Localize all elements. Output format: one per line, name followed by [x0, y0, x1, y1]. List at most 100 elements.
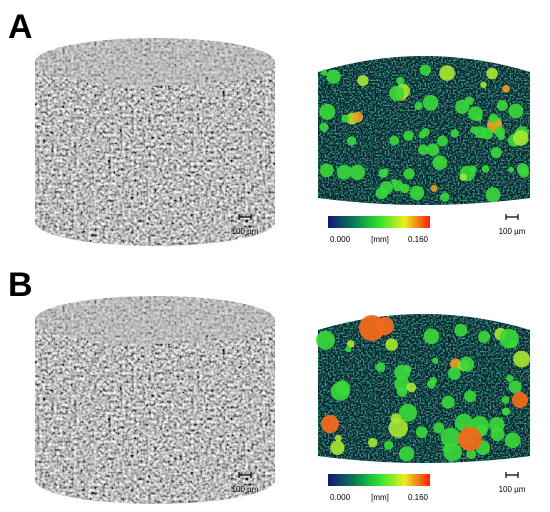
- cylinder-top: [35, 296, 275, 344]
- pore: [454, 323, 468, 337]
- pore: [499, 328, 519, 349]
- pore: [375, 362, 386, 372]
- pore: [441, 395, 455, 409]
- gray-cylinder: [35, 296, 275, 504]
- pore: [469, 165, 477, 173]
- pore: [399, 403, 417, 422]
- pore: [421, 127, 430, 137]
- gray-cylinder: [35, 38, 275, 246]
- pore-map: [316, 314, 530, 463]
- large-pore: [321, 415, 339, 433]
- pore: [508, 103, 524, 119]
- pore: [403, 168, 415, 180]
- cylinder-top: [35, 38, 275, 86]
- pore: [508, 166, 515, 173]
- pore: [443, 442, 463, 462]
- panel-label: B: [8, 266, 33, 304]
- pore: [330, 381, 350, 401]
- colorbar-min: 0.000: [330, 493, 351, 502]
- pore: [440, 192, 450, 202]
- scale-bar-label: 100 µm: [499, 485, 526, 494]
- pore: [513, 350, 530, 368]
- pore: [437, 135, 448, 147]
- colorbar-min: 0.000: [330, 235, 351, 244]
- pore: [502, 407, 511, 416]
- pore: [346, 136, 357, 146]
- pore: [389, 135, 400, 146]
- pore: [426, 143, 440, 156]
- pore: [488, 113, 499, 124]
- pore: [480, 81, 487, 89]
- large-pore: [512, 392, 528, 408]
- pore: [427, 379, 436, 389]
- pore: [423, 328, 440, 345]
- pore: [341, 114, 350, 123]
- colorbar-max: 0.160: [408, 493, 429, 502]
- pore: [508, 380, 522, 394]
- colorbar: [328, 474, 430, 486]
- pore: [400, 183, 410, 194]
- pore: [388, 418, 408, 438]
- cylinder-body: [35, 62, 275, 246]
- pore: [389, 85, 405, 101]
- pore: [326, 69, 341, 84]
- scale-bar-label: 100 µm: [499, 227, 526, 236]
- pore: [319, 103, 336, 120]
- pore: [459, 356, 475, 372]
- large-pore: [458, 427, 482, 451]
- scale-bar: [505, 214, 519, 220]
- pore: [470, 126, 479, 134]
- pore: [486, 67, 498, 80]
- large-pore: [376, 317, 394, 335]
- cylinder-body: [35, 320, 275, 504]
- pore: [396, 76, 405, 85]
- pore: [357, 75, 369, 87]
- scale-bar: [238, 214, 252, 220]
- pore: [418, 144, 429, 155]
- pore: [517, 163, 529, 175]
- colorbar-unit: [mm]: [371, 235, 389, 244]
- pore: [475, 114, 483, 122]
- pore: [504, 432, 521, 449]
- cylinder-top-shade: [35, 38, 275, 86]
- pore: [496, 100, 508, 111]
- scale-bar-label: 100 µm: [232, 485, 259, 494]
- pore: [396, 386, 408, 398]
- pore: [466, 449, 477, 459]
- pore: [368, 437, 378, 448]
- pore: [394, 364, 411, 381]
- pore: [502, 85, 510, 93]
- pore: [321, 69, 328, 76]
- pore: [430, 184, 438, 192]
- pore: [512, 130, 529, 146]
- pore: [432, 155, 448, 170]
- pore: [422, 95, 439, 111]
- pore: [336, 164, 352, 180]
- pore: [432, 357, 439, 364]
- pore-map: [318, 56, 530, 205]
- pore: [375, 187, 388, 200]
- panel: B 100 µm 100 µm 0.000 [mm] 0.160: [8, 266, 530, 504]
- pore: [349, 164, 365, 180]
- scale-bar: [238, 472, 252, 478]
- pore: [440, 427, 461, 448]
- pore: [448, 367, 461, 380]
- pore: [414, 101, 423, 111]
- pore: [384, 440, 394, 450]
- pore: [464, 390, 477, 403]
- colorbar: [328, 216, 430, 228]
- pore: [415, 426, 428, 439]
- pore: [485, 187, 501, 203]
- pore: [399, 446, 415, 462]
- pore: [403, 130, 414, 141]
- pore: [319, 163, 334, 178]
- pore: [489, 416, 505, 433]
- pore: [454, 413, 473, 432]
- pore: [450, 129, 459, 138]
- pore: [334, 434, 342, 442]
- pore: [494, 126, 506, 138]
- pore: [330, 440, 345, 455]
- pore: [501, 396, 510, 404]
- pore: [478, 330, 491, 343]
